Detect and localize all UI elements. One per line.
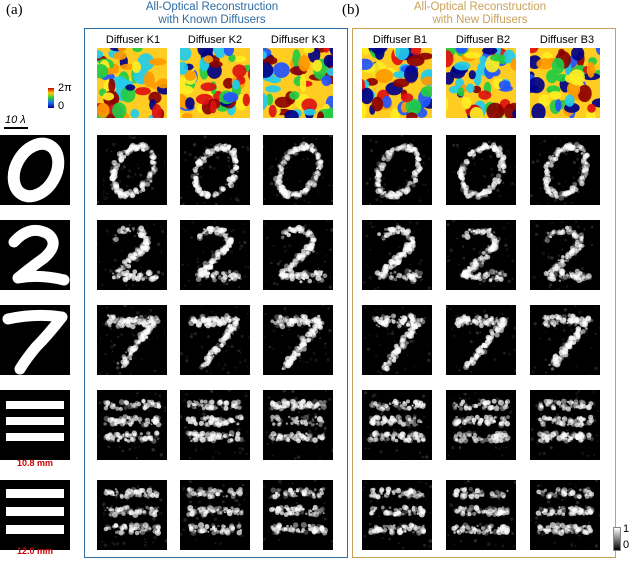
reconstruction-digit-0-b3 [530, 135, 600, 205]
column-header-b2: Diffuser B2 [455, 34, 511, 46]
column-header-k2: Diffuser K2 [187, 34, 243, 46]
reconstruction-digit-2-k2 [180, 220, 250, 290]
reconstruction-grating-b2 [446, 480, 516, 550]
reconstruction-digit-2-k3 [263, 220, 333, 290]
reconstruction-digit-7-b2 [446, 305, 516, 375]
panel-b-title-line1: All-Optical Reconstruction [413, 1, 547, 13]
panel-a-title-line1: All-Optical Reconstruction [145, 1, 279, 13]
ground-truth-grating-2 [0, 480, 70, 550]
reconstruction-digit-0-k2 [180, 135, 250, 205]
column-header-b3: Diffuser B3 [539, 34, 595, 46]
reconstruction-grating-k2 [180, 390, 250, 460]
reconstruction-digit-7-b1 [362, 305, 432, 375]
reconstruction-grating-k3 [263, 480, 333, 550]
diffuser-phase-b1 [362, 48, 432, 118]
reconstruction-digit-2-b1 [362, 220, 432, 290]
phase-colorbar [48, 88, 54, 108]
reconstruction-grating-k2 [180, 480, 250, 550]
scale-bar-label: 10 λ [5, 114, 26, 126]
reconstruction-digit-0-b2 [446, 135, 516, 205]
reconstruction-digit-0-k1 [97, 135, 167, 205]
reconstruction-digit-7-k1 [97, 305, 167, 375]
intensity-colorbar [613, 527, 621, 551]
panel-b-title: All-Optical Reconstruction with New Diff… [380, 1, 580, 27]
reconstruction-digit-0-b1 [362, 135, 432, 205]
new-diffusers-frame [352, 28, 616, 558]
reconstruction-grating-k1 [97, 480, 167, 550]
reconstruction-digit-7-k3 [263, 305, 333, 375]
known-diffusers-frame [84, 28, 348, 558]
reconstruction-digit-7-k2 [180, 305, 250, 375]
diffuser-phase-b3 [530, 48, 600, 118]
phase-colorbar-min: 0 [58, 100, 65, 112]
column-header-k1: Diffuser K1 [105, 34, 161, 46]
reconstruction-digit-2-k1 [97, 220, 167, 290]
column-header-b1: Diffuser B1 [372, 34, 428, 46]
panel-a-title: All-Optical Reconstruction with Known Di… [112, 1, 312, 27]
ground-truth-grating-1 [0, 390, 70, 460]
grating-width-label-2: 12.0 mm [16, 546, 54, 556]
reconstruction-digit-2-b2 [446, 220, 516, 290]
intensity-colorbar-max: 1 [623, 523, 630, 535]
ground-truth-digit-0 [0, 135, 70, 205]
panel-b-letter: (b) [342, 2, 360, 18]
reconstruction-grating-k3 [263, 390, 333, 460]
intensity-colorbar-min: 0 [623, 539, 630, 551]
diffuser-phase-k3 [263, 48, 333, 118]
panel-a-letter: (a) [6, 2, 23, 18]
scale-bar [4, 127, 28, 129]
reconstruction-digit-2-b3 [530, 220, 600, 290]
reconstruction-grating-k1 [97, 390, 167, 460]
reconstruction-digit-7-b3 [530, 305, 600, 375]
reconstruction-grating-b1 [362, 480, 432, 550]
panel-a-title-line2: with Known Diffusers [158, 14, 266, 26]
reconstruction-grating-b3 [530, 390, 600, 460]
panel-b-title-line2: with New Diffusers [432, 14, 528, 26]
diffuser-phase-k1 [97, 48, 167, 118]
ground-truth-digit-7 [0, 305, 70, 375]
reconstruction-grating-b3 [530, 480, 600, 550]
diffuser-phase-k2 [180, 48, 250, 118]
column-header-k3: Diffuser K3 [270, 34, 326, 46]
phase-colorbar-max: 2π [58, 82, 72, 94]
reconstruction-grating-b2 [446, 390, 516, 460]
reconstruction-grating-b1 [362, 390, 432, 460]
ground-truth-digit-2 [0, 220, 70, 290]
grating-width-label-1: 10.8 mm [16, 458, 54, 468]
diffuser-phase-b2 [446, 48, 516, 118]
reconstruction-digit-0-k3 [263, 135, 333, 205]
